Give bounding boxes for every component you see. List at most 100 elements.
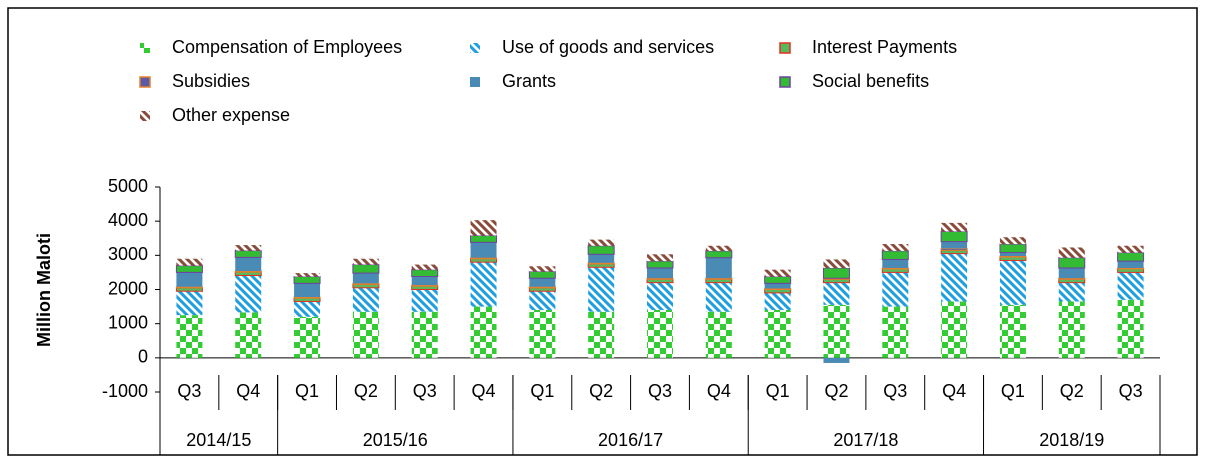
group-label: 2015/16 [363,430,428,450]
x-tick-label: Q3 [1119,381,1143,401]
bar-segment [764,276,792,284]
bar-segment [940,230,968,243]
bar-segment [646,278,674,284]
bar-segment [176,258,203,266]
legend-swatch [779,76,791,88]
bar-segment [411,264,438,270]
y-tick-label: 3000 [108,244,148,264]
legend-label: Grants [502,71,556,91]
bar-segment [705,282,732,312]
bar-segment [1117,272,1144,300]
y-tick-label: -1000 [102,381,148,401]
bar-segment [940,249,968,255]
bar-segment [882,259,909,268]
legend-label: Compensation of Employees [172,37,402,57]
x-tick-label: Q3 [413,381,437,401]
bar-segment [764,289,792,294]
legend-label: Interest Payments [812,37,957,57]
bar-segment [999,260,1026,305]
bar-segment [176,272,203,287]
bar-segment [705,250,733,259]
y-axis-label: Million Maloti [34,233,54,347]
group-label: 2016/17 [598,430,663,450]
bar-segment [352,287,379,312]
bar-segment [1058,282,1085,302]
legend-label: Social benefits [812,71,929,91]
x-tick-label: Q3 [648,381,672,401]
bar-segment [470,258,498,263]
frame [7,7,1198,456]
legend-swatch [140,111,150,121]
bar-segment [293,276,321,284]
bar-segment [411,276,438,286]
bar-segment [588,239,615,246]
bar-segment [823,304,850,358]
legend-label: Other expense [172,105,290,125]
bar-segment [823,357,850,363]
bar-segment [999,256,1027,261]
bar-segment [234,271,262,276]
bar-segment [764,310,791,358]
legend-swatch [779,42,791,54]
bar-segment [175,286,203,289]
bar-segment [823,282,850,305]
bar-segment [1117,267,1145,270]
bar-segment [352,283,380,289]
bar-segment [293,296,321,299]
bar-segment [1058,277,1086,280]
bar-segment [587,263,615,268]
bar-segment [176,291,203,316]
bar-segment [470,235,498,243]
bar-segment [587,245,615,255]
bar-segment [647,282,673,310]
bar-segment [941,241,968,249]
bar-segment [705,245,732,251]
bar-segment [528,287,556,292]
bar-segment [882,306,909,358]
bar-segment [646,260,674,269]
x-tick-label: Q2 [589,381,613,401]
x-tick-label: Q4 [942,381,966,401]
x-tick-label: Q3 [883,381,907,401]
bar-segment [822,278,850,284]
bar-segment [941,253,968,302]
bar-segment [411,269,439,278]
bar-segment [1058,247,1085,258]
bar-segment [294,301,321,317]
x-tick-label: Q2 [824,381,848,401]
bar-segment [823,259,850,268]
bar-segment [647,310,673,358]
bar-segment [470,242,497,258]
bar-segment [470,220,497,236]
bar-segment [529,266,556,272]
bar-segment [705,257,732,279]
legend-swatch [139,76,151,88]
bar-segment [1058,267,1085,279]
x-tick-label: Q1 [766,381,790,401]
bar-segment [999,255,1027,258]
bar-segment [764,292,791,310]
group-label: 2017/18 [833,430,898,450]
bar-segment [470,262,497,307]
bar-segment [882,272,909,307]
bar-segment [411,289,438,312]
bar-segment [587,262,615,265]
bar-segment [411,311,438,358]
y-tick-label: 2000 [108,278,148,298]
bar-segment [235,257,262,272]
bar-segment [999,304,1026,358]
bar-segment [1117,299,1144,358]
bar-segment [999,237,1026,245]
bar-segment [352,311,379,358]
bar-segment [822,267,850,279]
bar-segment [352,264,380,274]
y-tick-label: 4000 [108,210,148,230]
bar-segment [294,316,321,358]
bar-segment [940,248,968,251]
x-tick-label: Q4 [707,381,731,401]
bar-segment [293,297,321,302]
legend-label: Use of goods and services [502,37,714,57]
bar-segment [647,267,673,279]
bar-segment [411,285,439,291]
